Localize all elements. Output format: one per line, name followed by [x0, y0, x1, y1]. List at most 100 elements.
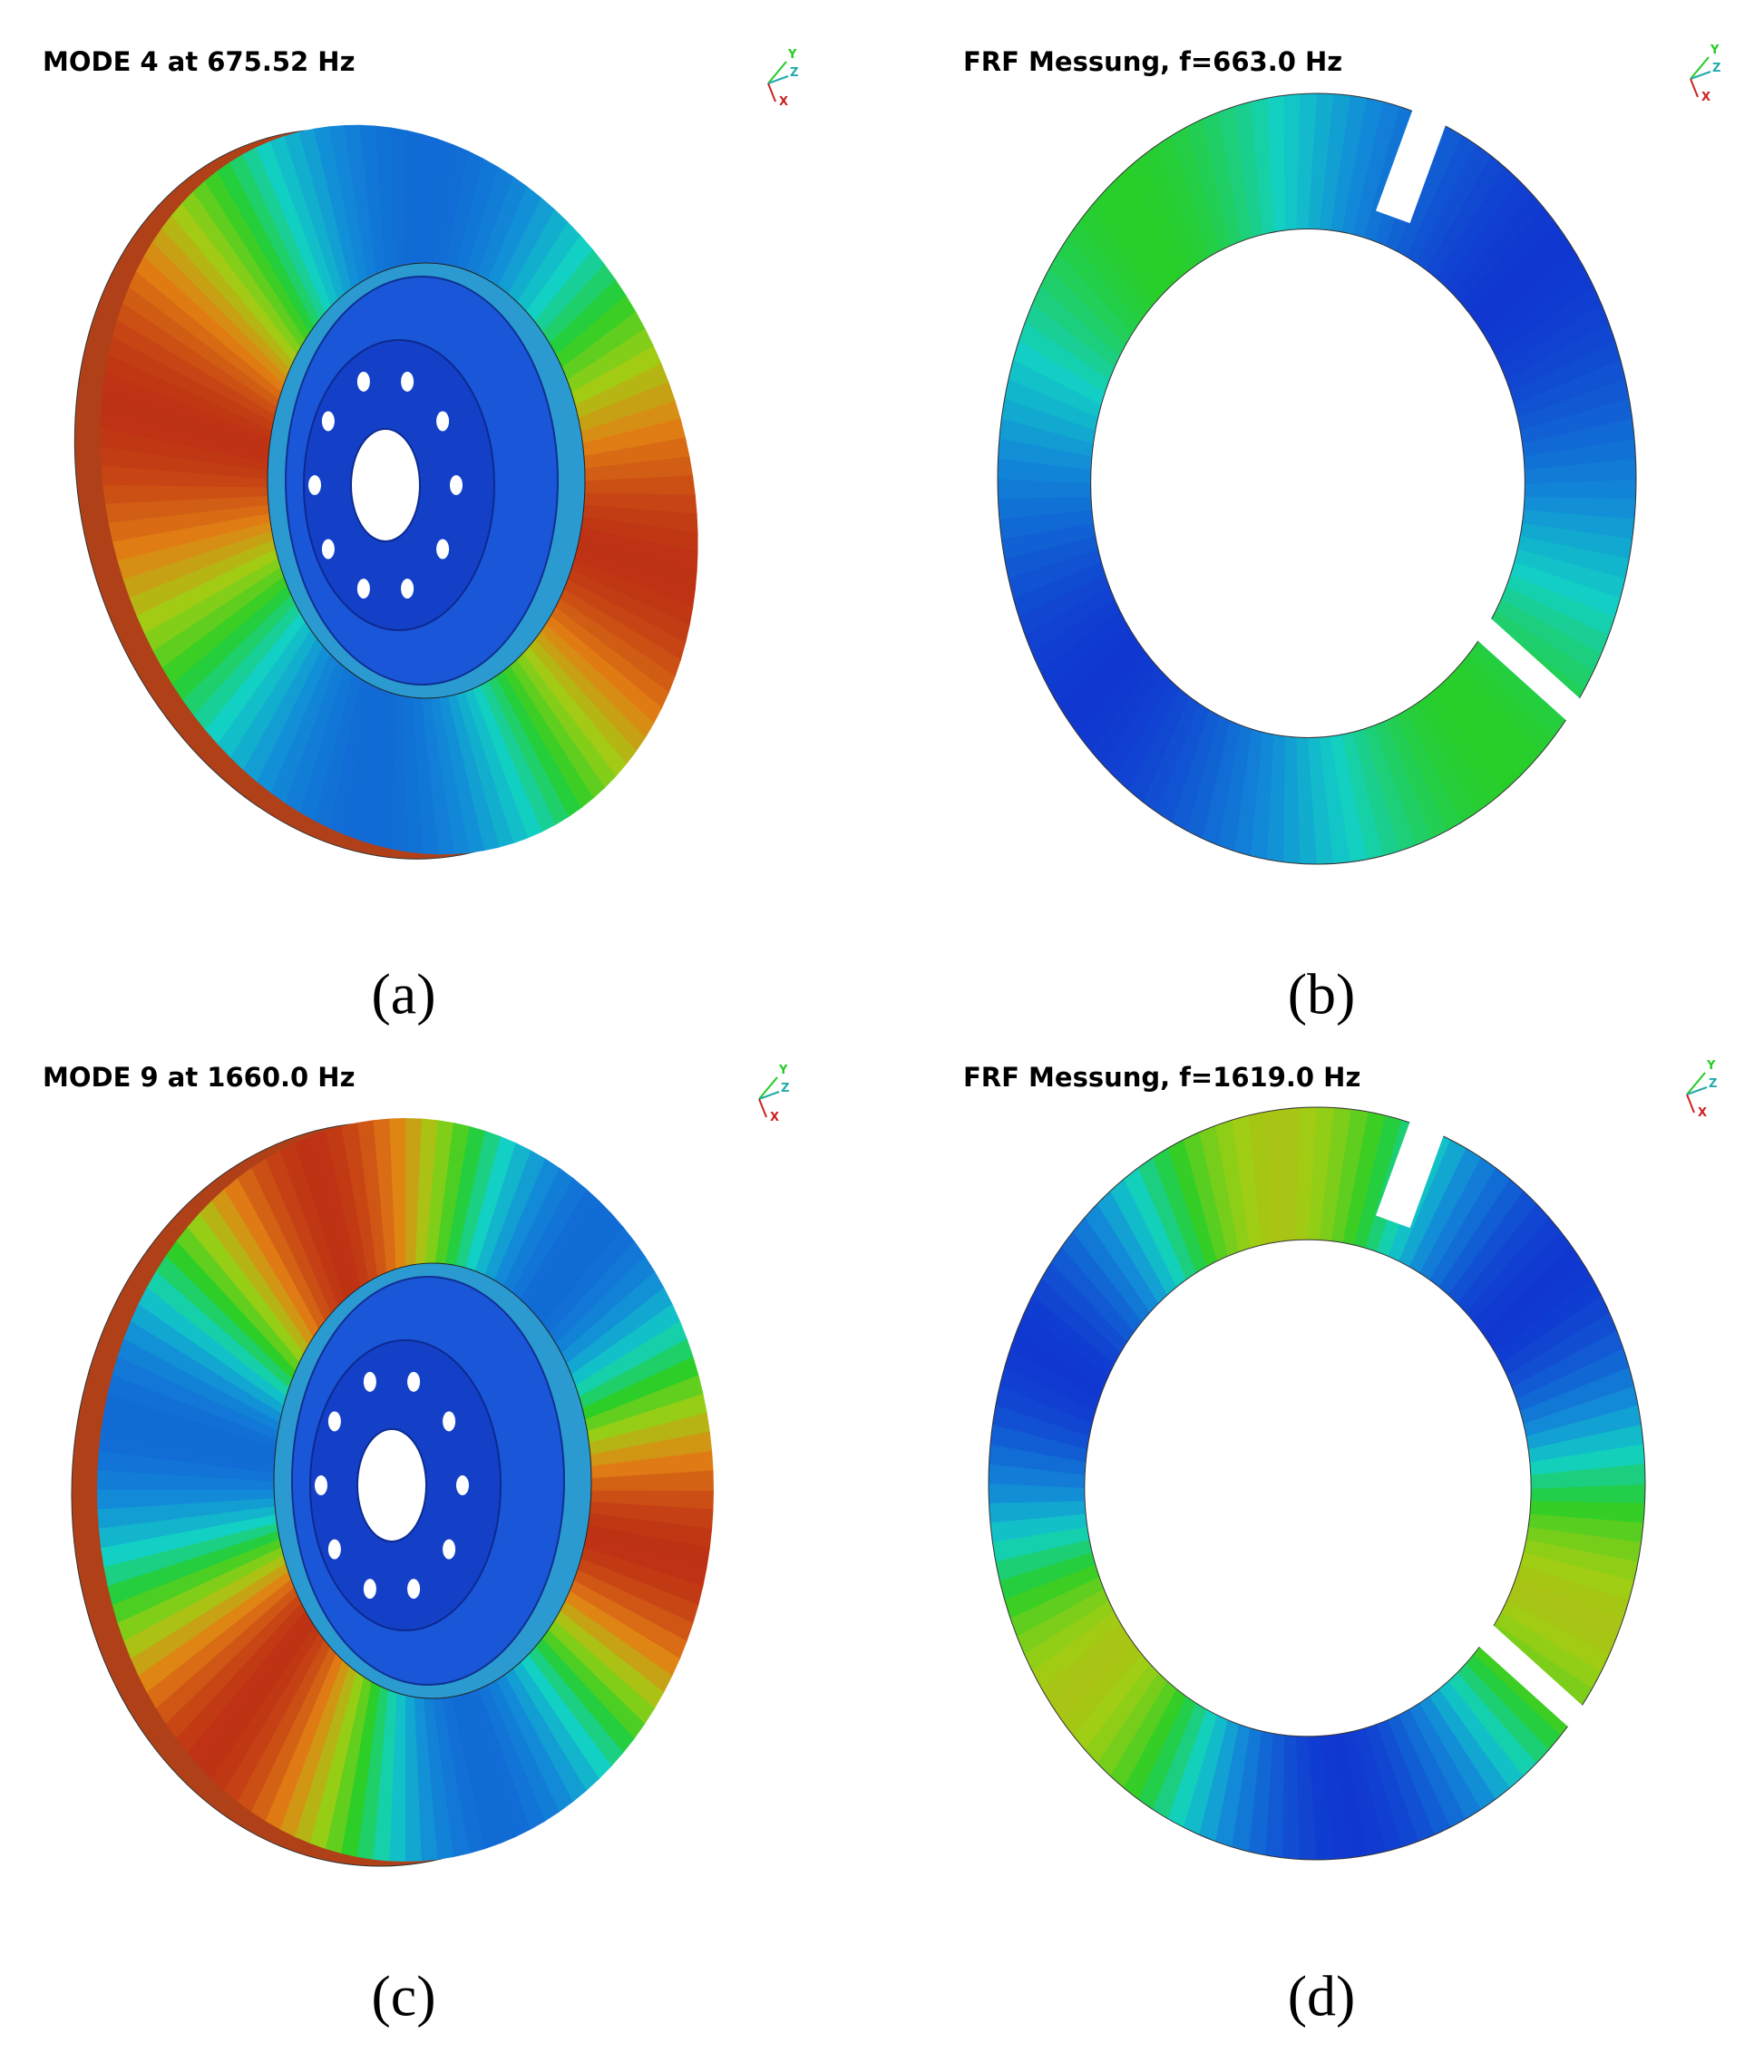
measured-shape-face — [1487, 1623, 1593, 1706]
measured-shape-face — [1201, 720, 1242, 846]
measured-shape-face — [1519, 522, 1632, 560]
measured-shape-face — [1032, 1611, 1121, 1689]
measured-shape-face — [1528, 1513, 1644, 1543]
measured-shape-face — [1010, 1329, 1105, 1399]
measured-shape-face — [1385, 715, 1447, 840]
measured-shape-face — [1050, 1633, 1135, 1721]
measured-shape-face — [1525, 458, 1636, 484]
panel-title: FRF Messung, f=1619.0 Hz — [963, 1062, 1360, 1093]
measured-shape-face — [1330, 95, 1368, 233]
measured-shape-face — [999, 417, 1094, 457]
measured-shape-face — [1517, 536, 1630, 580]
measured-shape-face — [1438, 1680, 1524, 1789]
measured-shape-face — [1198, 1719, 1239, 1842]
measured-shape-face — [1013, 339, 1106, 405]
measured-shape-face — [1232, 1114, 1262, 1249]
measured-shape-face — [1048, 251, 1133, 345]
center-bore — [350, 428, 421, 542]
measured-shape-face — [1183, 1132, 1229, 1261]
measured-shape-face — [1319, 1107, 1352, 1241]
measured-shape-face — [1296, 93, 1318, 229]
measured-shape-face — [999, 1552, 1096, 1600]
measured-shape-face — [1340, 732, 1384, 860]
measured-shape-face — [1137, 1696, 1196, 1810]
measured-shape-face — [1365, 1724, 1418, 1848]
triad-label: Y — [778, 1064, 788, 1077]
measured-shape-face — [1039, 609, 1126, 689]
measured-shape-face — [1444, 672, 1531, 779]
measured-shape-face — [1018, 321, 1110, 393]
measured-shape-face — [1091, 191, 1164, 304]
panel-title: FRF Messung, f=663.0 Hz — [963, 46, 1342, 77]
measured-shape-face — [1520, 398, 1632, 444]
triad-axis — [1690, 56, 1710, 80]
triad-axis — [767, 75, 789, 84]
measured-shape-face — [1453, 192, 1544, 305]
measured-shape-face — [1004, 377, 1098, 431]
measured-shape-face — [1468, 643, 1565, 738]
measured-shape-face — [1341, 98, 1385, 235]
measured-shape-face — [1399, 1139, 1467, 1268]
measured-shape-face — [1129, 154, 1191, 278]
measured-shape-face — [1116, 166, 1181, 287]
measured-shape-face — [1489, 268, 1594, 357]
measured-shape-face — [1247, 1730, 1273, 1855]
measured-shape-face — [1517, 379, 1630, 432]
measured-shape-face — [1067, 642, 1147, 737]
measured-shape-face — [1354, 1115, 1403, 1249]
measured-shape-face — [998, 495, 1092, 520]
measured-shape-face — [1519, 1552, 1634, 1601]
measured-shape-face — [1057, 632, 1139, 722]
measured-shape-face — [1031, 598, 1120, 672]
bolt-hole — [363, 1371, 376, 1392]
measured-shape-face — [1282, 735, 1301, 864]
measured-shape-face — [1266, 95, 1286, 232]
measured-shape-face — [1376, 1719, 1435, 1843]
measured-shape-face — [1460, 653, 1554, 753]
measured-shape-face — [1282, 1107, 1301, 1241]
measured-shape-face — [1103, 179, 1172, 295]
measured-shape-face — [1425, 688, 1505, 803]
measured-shape-face — [1395, 709, 1462, 832]
triad-label: Y — [1706, 1059, 1716, 1073]
measured-shape-face — [1510, 340, 1622, 406]
measured-shape-face — [1501, 304, 1609, 381]
measured-shape-face — [1282, 1735, 1301, 1860]
triad-label: X — [779, 95, 788, 109]
measured-shape-face — [1096, 1672, 1168, 1776]
measured-shape-face — [998, 437, 1093, 471]
measured-shape-face — [1157, 134, 1210, 264]
measured-shape-face — [1084, 1663, 1159, 1764]
measured-shape-face — [1124, 1167, 1187, 1288]
panel-label: (a) — [371, 962, 435, 1026]
bolt-hole — [450, 475, 463, 495]
measured-shape-face — [1171, 709, 1220, 832]
triad-axis — [1686, 1094, 1695, 1114]
measured-shape-face — [995, 1539, 1093, 1581]
ring-gap — [1308, 469, 1662, 792]
measured-shape-face — [1308, 1107, 1335, 1240]
measured-shape-face — [1012, 560, 1106, 618]
measured-shape-face — [1466, 1217, 1562, 1323]
measured-shape-face — [1102, 671, 1172, 779]
measured-shape-face — [1123, 1688, 1186, 1800]
measured-shape-face — [1308, 93, 1335, 229]
measured-shape-face — [1495, 1611, 1602, 1689]
measured-shape-face — [1496, 286, 1603, 369]
measured-shape-face — [995, 1385, 1093, 1437]
bolt-hole — [315, 1475, 327, 1495]
measured-shape-face — [1024, 1600, 1115, 1672]
measured-shape-face — [1514, 359, 1626, 419]
triad-label: X — [1701, 91, 1710, 104]
measured-shape-face — [1330, 734, 1368, 862]
measured-shape-face — [1520, 1367, 1634, 1425]
measured-shape-face — [1172, 126, 1221, 258]
panel: MODE 4 at 675.52 Hz (a) YZ X — [43, 46, 798, 1026]
triad-axis — [767, 83, 776, 102]
ring-gap — [1308, 1474, 1662, 1796]
measured-shape-face — [1522, 418, 1635, 458]
measured-shape-face — [1506, 1589, 1617, 1656]
ring-outline — [997, 92, 1637, 865]
measured-shape-face — [1090, 662, 1163, 765]
measured-shape-face — [1429, 1167, 1511, 1288]
